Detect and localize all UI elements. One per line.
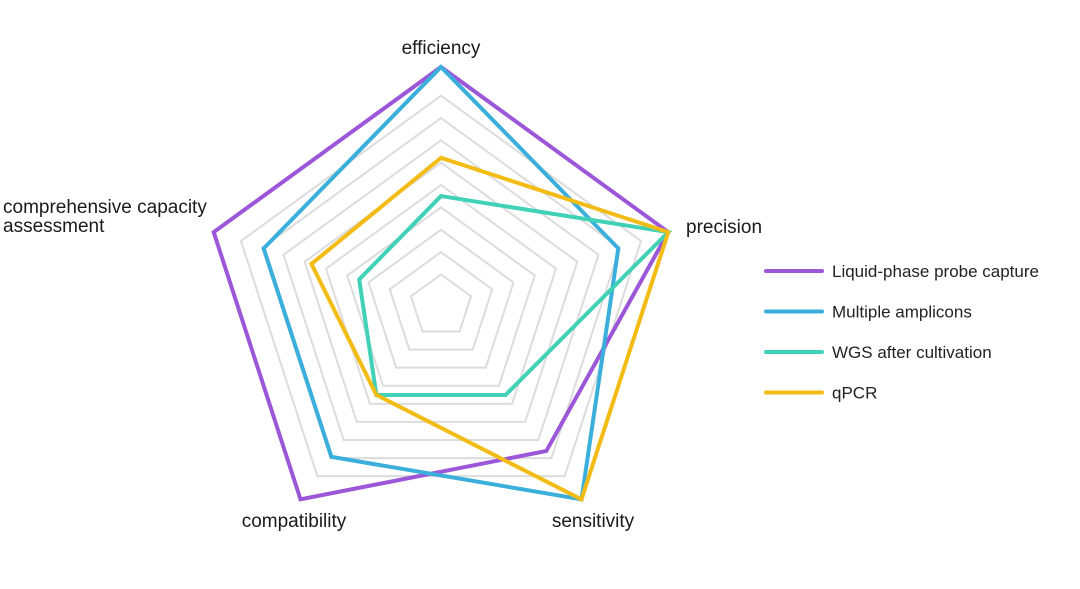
grid-ring: [388, 250, 494, 351]
axis-label-comprehensive-capacity-assessment: comprehensive capacity assessment: [3, 197, 207, 237]
legend-item: WGS after cultivation: [764, 343, 992, 362]
radar-series: [211, 64, 673, 503]
legend-item: Multiple amplicons: [764, 303, 972, 322]
legend-label: WGS after cultivation: [832, 343, 992, 362]
series-line-wgs-after-cultivation: [357, 193, 673, 397]
grid-ring: [409, 273, 473, 333]
grid-ring: [303, 161, 579, 423]
axis-labels: efficiency precision sensitivity compatibil…: [3, 38, 762, 532]
grid-ring: [324, 183, 558, 405]
grid-ring: [367, 228, 515, 369]
grid-ring: [346, 206, 536, 387]
legend-label: Multiple amplicons: [832, 303, 972, 322]
axis-label-sensitivity: sensitivity: [552, 511, 635, 532]
grid-ring: [239, 94, 643, 478]
legend-item: Liquid-phase probe capture: [764, 262, 1039, 281]
legend: Liquid-phase probe capture Multiple ampli…: [764, 262, 1039, 403]
legend-item: qPCR: [764, 384, 877, 403]
grid-ring: [261, 116, 621, 460]
series-line-liquid-phase-probe-capture: [211, 64, 671, 502]
axis-label-precision: precision: [686, 217, 762, 238]
series-line-multiple-amplicons: [261, 64, 621, 502]
axis-label-efficiency: efficiency: [402, 38, 481, 59]
axis-label-compatibility: compatibility: [242, 511, 347, 532]
radar-grid: [239, 94, 643, 478]
series-line-qpcr: [308, 155, 671, 503]
legend-label: Liquid-phase probe capture: [832, 262, 1039, 281]
grid-ring: [282, 139, 600, 441]
legend-label: qPCR: [832, 384, 877, 403]
